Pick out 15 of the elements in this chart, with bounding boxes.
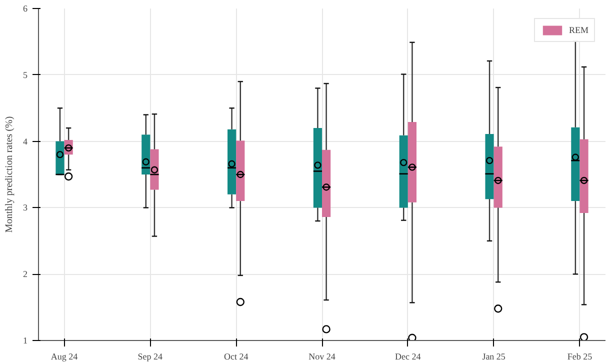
x-tick-label: Feb 25 [567,352,593,362]
y-tick-label: 6 [23,4,28,14]
y-tick-label: 5 [23,70,28,80]
x-tick-label: Nov 24 [308,352,336,362]
y-tick-label: 4 [23,136,28,146]
x-tick-label: Sep 24 [138,352,164,362]
y-tick-label: 2 [23,269,28,280]
y-tick-label: 1 [23,336,28,346]
legend-label: REM [569,25,589,35]
x-tick-label: Aug 24 [50,352,78,362]
x-tick-label: Dec 24 [395,352,422,362]
y-axis-title: Monthly prediction rates (%) [4,116,15,233]
y-tick-label: 3 [23,202,28,213]
x-tick-label: Oct 24 [224,352,249,362]
x-tick-label: Jan 25 [482,352,506,362]
